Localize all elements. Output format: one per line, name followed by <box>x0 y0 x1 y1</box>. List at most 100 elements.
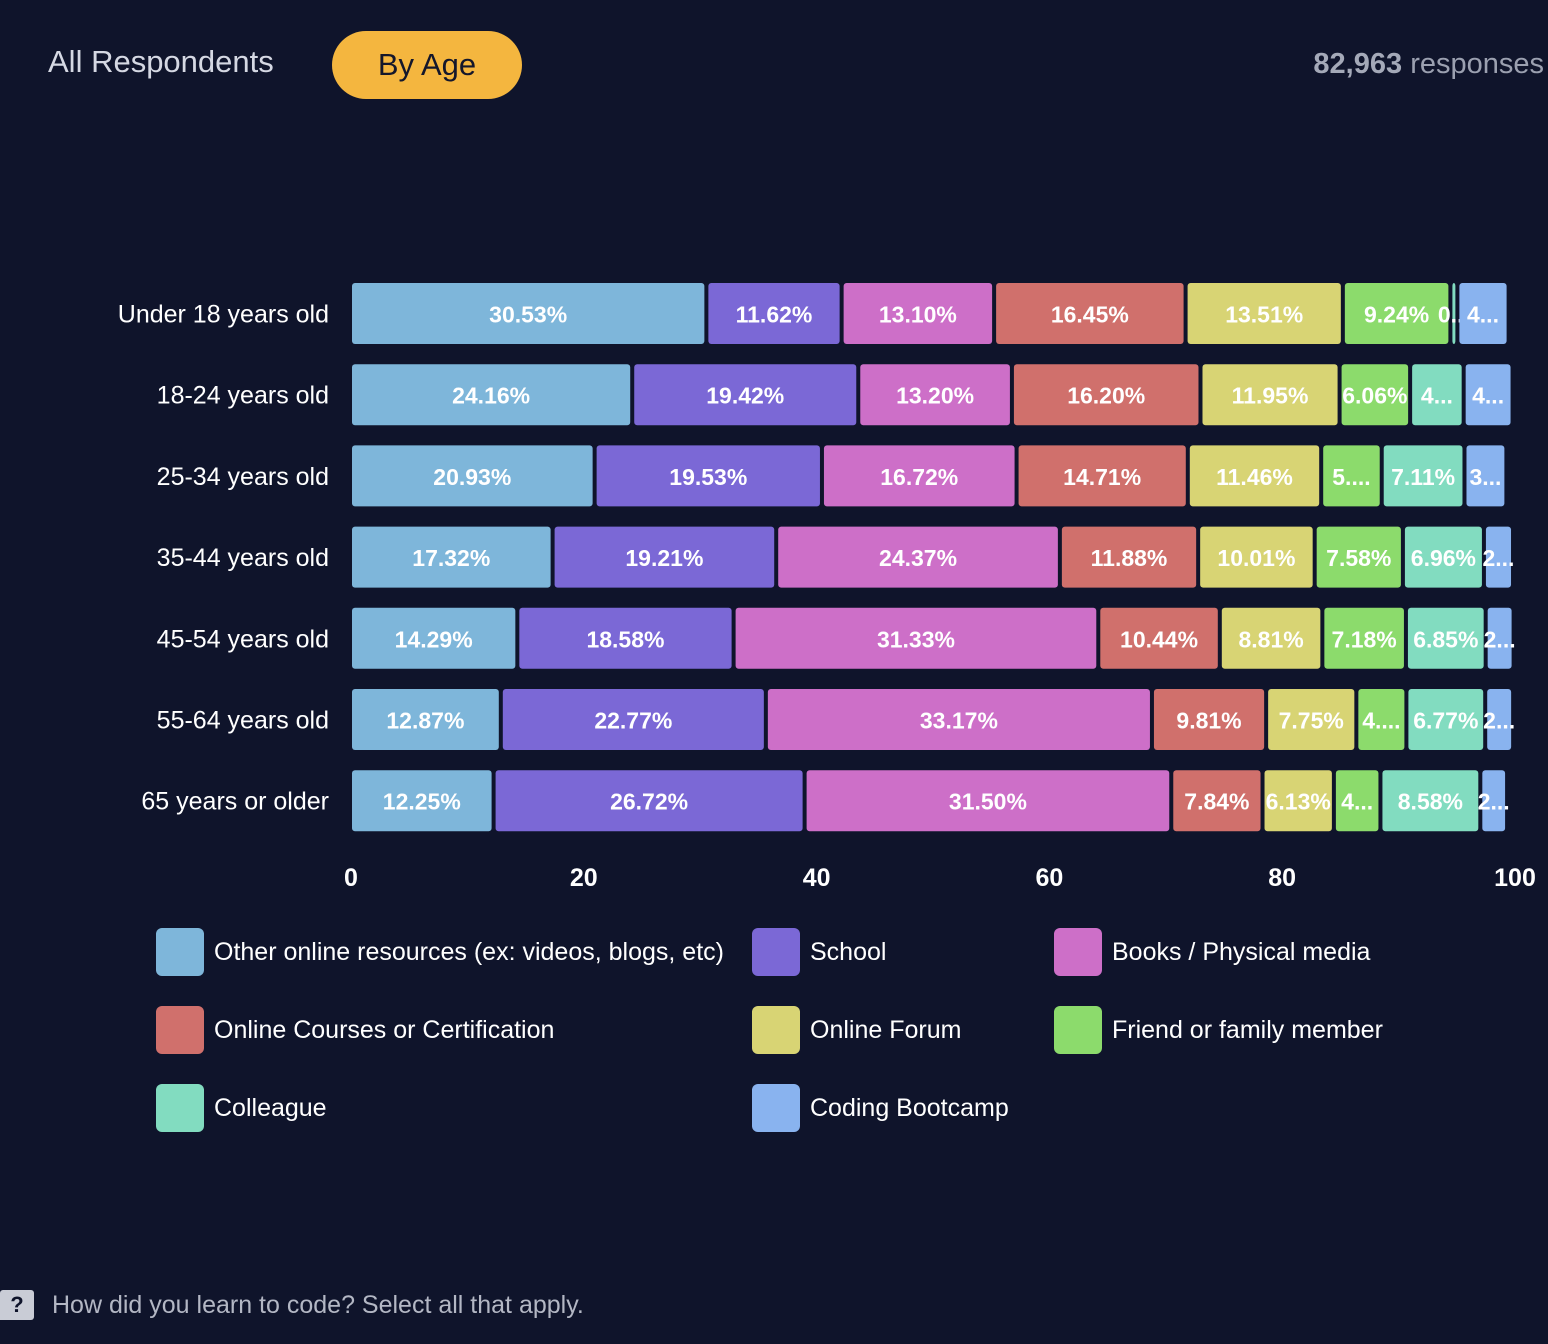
bar-segment[interactable] <box>519 607 732 669</box>
bar-segment[interactable] <box>1382 770 1479 832</box>
legend-item[interactable]: Friend or family member <box>1054 1006 1383 1054</box>
bar-segment[interactable] <box>1013 364 1199 426</box>
category-label: 45-54 years old <box>157 625 329 653</box>
bar-segment[interactable] <box>1482 770 1506 832</box>
bar-segment[interactable] <box>843 283 993 344</box>
bar-segment[interactable] <box>778 526 1058 588</box>
legend-item[interactable]: Online Courses or Certification <box>156 1006 554 1054</box>
bar-segment[interactable] <box>502 689 764 750</box>
x-tick-label: 60 <box>1035 864 1063 892</box>
bar-segment[interactable] <box>1100 607 1218 669</box>
bar-segment[interactable] <box>1344 283 1449 344</box>
legend-swatch <box>1054 1006 1102 1054</box>
legend-item[interactable]: Online Forum <box>752 1006 961 1054</box>
bar-segment[interactable] <box>352 364 631 426</box>
bar-segment[interactable] <box>495 770 803 832</box>
bar-value-label: 31.50% <box>949 789 1027 815</box>
bar-segment[interactable] <box>1465 364 1511 426</box>
bar-value-label: 10.44% <box>1120 626 1198 652</box>
tab-all-respondents[interactable]: All Respondents <box>48 44 274 79</box>
bar-segment[interactable] <box>1466 445 1505 507</box>
bar-segment[interactable] <box>1452 283 1456 344</box>
legend-item[interactable]: School <box>752 928 886 976</box>
bar-segment[interactable] <box>1404 526 1482 588</box>
bar-segment[interactable] <box>554 526 775 588</box>
bar-value-label: 13.20% <box>896 383 974 409</box>
bar-value-label: 22.77% <box>594 708 672 734</box>
bar-value-label: 6.06% <box>1342 383 1407 409</box>
bar-segment[interactable] <box>860 364 1010 426</box>
bar-segment[interactable] <box>1487 689 1512 750</box>
bar-segment[interactable] <box>1221 607 1321 669</box>
bar-value-label: 7.84% <box>1184 789 1249 815</box>
bar-segment[interactable] <box>1268 689 1355 750</box>
bar-segment[interactable] <box>352 526 551 588</box>
bar-value-label: 14.29% <box>395 626 473 652</box>
bar-segment[interactable] <box>1173 770 1261 832</box>
bar-value-label: 16.45% <box>1051 302 1129 328</box>
bar-segment[interactable] <box>352 283 705 344</box>
bar-value-label: 8.58% <box>1398 789 1463 815</box>
bar-segment[interactable] <box>708 283 840 344</box>
legend-swatch <box>156 1006 204 1054</box>
bar-value-label: 2... <box>1478 789 1510 815</box>
bar-segment[interactable] <box>1341 364 1409 426</box>
bar-segment[interactable] <box>1324 607 1404 669</box>
legend-label: Coding Bootcamp <box>810 1093 1009 1122</box>
bar-segment[interactable] <box>1264 770 1332 832</box>
category-label: 35-44 years old <box>157 544 329 572</box>
responses-number: 82,963 <box>1313 48 1403 80</box>
bar-segment[interactable] <box>1358 689 1405 750</box>
bar-segment[interactable] <box>996 283 1184 344</box>
legend-item[interactable]: Coding Bootcamp <box>752 1084 1009 1132</box>
bar-segment[interactable] <box>1412 364 1462 426</box>
category-label: Under 18 years old <box>118 301 329 329</box>
bar-segment[interactable] <box>1153 689 1265 750</box>
bar-segment[interactable] <box>352 689 499 750</box>
bar-segment[interactable] <box>1202 364 1338 426</box>
bar-segment[interactable] <box>634 364 857 426</box>
bar-segment[interactable] <box>1200 526 1313 588</box>
bar-segment[interactable] <box>1487 607 1512 669</box>
bar-value-label: 11.88% <box>1091 545 1168 571</box>
bar-value-label: 26.72% <box>610 789 688 815</box>
bar-segment[interactable] <box>1018 445 1186 507</box>
legend-item[interactable]: Other online resources (ex: videos, blog… <box>156 928 724 976</box>
bar-segment[interactable] <box>1061 526 1197 588</box>
bar-segment[interactable] <box>1316 526 1401 588</box>
tab-by-age[interactable]: By Age <box>332 31 522 99</box>
footer: ? How did you learn to code? Select all … <box>0 1290 584 1320</box>
bar-value-label: 33.17% <box>920 708 998 734</box>
bar-segment[interactable] <box>735 607 1097 669</box>
bar-segment[interactable] <box>823 445 1015 507</box>
bar-segment[interactable] <box>1485 526 1512 588</box>
bar-segment[interactable] <box>1335 770 1379 832</box>
help-icon[interactable]: ? <box>0 1290 34 1320</box>
legend-item[interactable]: Books / Physical media <box>1054 928 1370 976</box>
category-label: 18-24 years old <box>157 382 329 410</box>
bar-segment[interactable] <box>1408 689 1484 750</box>
bar-segment[interactable] <box>1407 607 1484 669</box>
bar-value-label: 7.75% <box>1279 708 1344 734</box>
bar-value-label: 9.81% <box>1176 708 1241 734</box>
bar-value-label: 13.51% <box>1225 302 1303 328</box>
x-tick-label: 0 <box>344 864 358 892</box>
bar-segment[interactable] <box>1323 445 1380 507</box>
bar-segment[interactable] <box>767 689 1150 750</box>
bar-value-label: 2... <box>1484 626 1516 652</box>
bar-segment[interactable] <box>806 770 1170 832</box>
bar-segment[interactable] <box>1187 283 1341 344</box>
x-tick-label: 40 <box>803 864 831 892</box>
bar-segment[interactable] <box>1459 283 1507 344</box>
bar-segment[interactable] <box>1189 445 1320 507</box>
bar-segment[interactable] <box>352 445 593 507</box>
bar-value-label: 19.53% <box>669 464 747 490</box>
bar-value-label: 4... <box>1472 383 1504 409</box>
bar-segment[interactable] <box>352 770 492 832</box>
bar-segment[interactable] <box>596 445 820 507</box>
legend-item[interactable]: Colleague <box>156 1084 327 1132</box>
bar-segment[interactable] <box>352 607 516 669</box>
bar-segment[interactable] <box>1383 445 1463 507</box>
bar-value-label: 7.18% <box>1332 626 1397 652</box>
